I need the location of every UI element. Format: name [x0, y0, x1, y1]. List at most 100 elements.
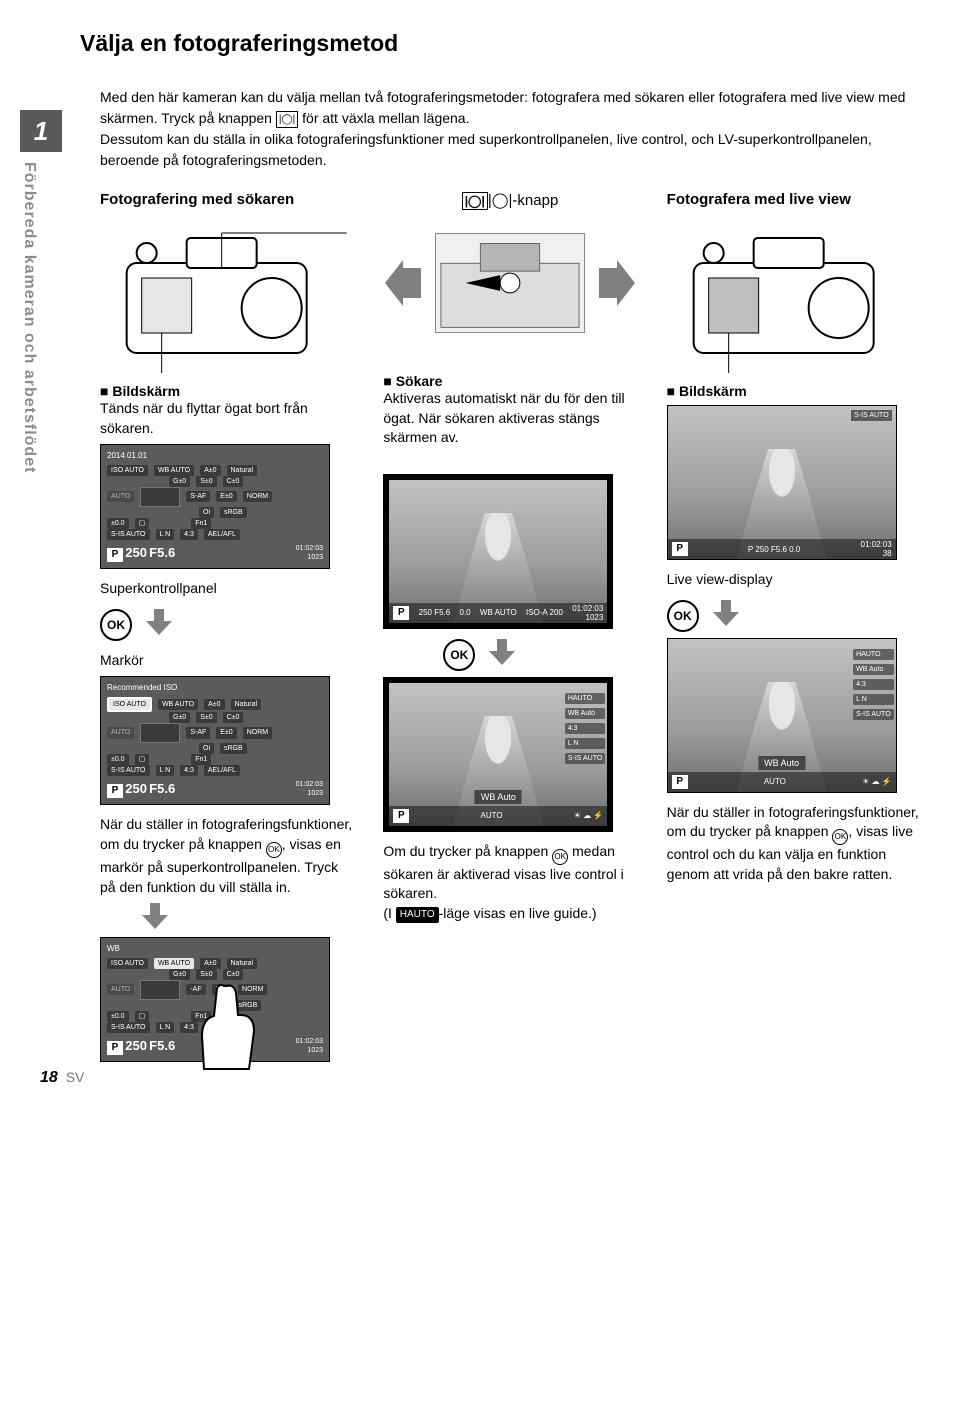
- ok-arrow-row-right: OK: [667, 594, 920, 632]
- liveview-sis-badge: S-IS AUTO: [851, 410, 892, 421]
- viewfinder-image: P 250 F5.6 0.0 WB AUTO ISO-A 200 01:02:0…: [383, 474, 613, 629]
- camera-illustration-left: [100, 223, 353, 373]
- lcd-c0: C±0: [223, 476, 244, 487]
- sub-heading-mid: Sökare: [383, 373, 442, 389]
- ok-inline-icon: OK: [266, 842, 282, 858]
- lv-icon: |◯|: [462, 192, 488, 210]
- page-title: Välja en fotograferingsmetod: [80, 30, 920, 57]
- sub-sokare: Sökare Aktiveras automatiskt när du för …: [383, 373, 636, 448]
- lcd-mode-p: P: [107, 548, 123, 562]
- intro-paragraph: Med den här kameran kan du välja mellan …: [100, 87, 920, 171]
- lcd-fn1: Fn1: [191, 518, 211, 529]
- lcd2-iso-cursor: ISO AUTO: [107, 697, 152, 712]
- lcd-histogram: [140, 487, 180, 507]
- column-center: |◯||◯|-knapp Sökare Aktivera: [383, 191, 636, 1062]
- sub-bildskarm-left: Bildskärm Tänds när du flyttar ögat bort…: [100, 383, 353, 438]
- lcd-iso: ISO AUTO: [107, 465, 148, 476]
- liveview-info-bar-2: P AUTO ☀ ☁ ⚡: [668, 772, 896, 792]
- ok-button-icon: OK: [100, 609, 132, 641]
- lcd-e00: ±0.0: [107, 518, 129, 529]
- intro-text-a: Med den här kameran kan du välja mellan …: [100, 89, 905, 126]
- arrow-down-icon: [144, 607, 174, 637]
- lcd-norm: NORM: [243, 491, 272, 502]
- page-number: 18: [40, 1069, 58, 1086]
- label-superkontrollpanel: Superkontrollpanel: [100, 579, 353, 599]
- caption-right: När du ställer in fotograferingsfunktion…: [667, 803, 920, 885]
- lcd-natural: Natural: [227, 465, 258, 476]
- lcd3-wb: WB: [107, 944, 323, 954]
- sub-heading-right: Bildskärm: [667, 383, 747, 399]
- arrow-right-icon: [597, 258, 637, 308]
- lcd-aperture: F5.6: [149, 545, 175, 560]
- intro-text-b: för att växla mellan lägena.: [302, 110, 469, 126]
- column-viewfinder: Fotografering med sökaren Bildskärm Tänd…: [100, 191, 353, 1062]
- column-liveview: Fotografera med live view Bildskärm S-IS…: [667, 191, 920, 1062]
- lcd-saf: S-AF: [186, 491, 210, 502]
- ok-inline-icon: OK: [552, 849, 568, 865]
- camera-illustration-right: [667, 223, 920, 373]
- liveview-wb-label: WB Auto: [758, 756, 805, 770]
- liveview-side-icons: HAUTO WB Auto 4:3 L N S-IS AUTO: [853, 649, 894, 720]
- lcd-rec-time: 01:02:03: [296, 544, 323, 553]
- ok-button-icon: OK: [667, 600, 699, 632]
- lcd-ln: L N: [156, 529, 175, 540]
- heading-liveview: Fotografera med live view: [667, 191, 920, 213]
- chapter-number: 1: [20, 110, 62, 152]
- ok-arrow-row-1: OK: [100, 603, 353, 641]
- lcd-date: 2014.01.01: [107, 451, 323, 461]
- liveview-livecontrol: HAUTO WB Auto 4:3 L N S-IS AUTO WB Auto …: [667, 638, 897, 793]
- camera-top-button-illustration: [435, 233, 585, 333]
- heading-viewfinder: Fotografering med sökaren: [100, 191, 353, 213]
- caption-mid: Om du trycker på knappen OK medan sökare…: [383, 842, 636, 924]
- viewfinder-wb-label: WB Auto: [475, 790, 522, 804]
- lv-button-icon: |◯|: [276, 111, 298, 128]
- lcd-oi: Oi: [199, 507, 214, 518]
- lcd-s0: S±0: [196, 476, 216, 487]
- ok-arrow-row-mid: OK: [443, 633, 636, 671]
- lcd-g0: G±0: [169, 476, 190, 487]
- lcd-shutter: 250: [125, 545, 147, 560]
- label-markor: Markör: [100, 651, 353, 671]
- caption-left: När du ställer in fotograferingsfunktion…: [100, 815, 353, 897]
- lcd-ratio: 4:3: [180, 529, 198, 540]
- arrow-down-icon: [140, 901, 170, 931]
- viewfinder-side-icons: HAUTO WB Auto 4:3 L N S-IS AUTO: [565, 693, 606, 764]
- super-control-panel-3-touch: WB ISO AUTO WB AUTO A±0 Natural G±0 S±0 …: [100, 937, 330, 1062]
- heading-lv-button: |◯||◯|-knapp: [383, 191, 636, 213]
- lcd-srgb: sRGB: [220, 507, 247, 518]
- lcd-ael: AEL/AFL: [204, 529, 240, 540]
- page-lang: SV: [66, 1069, 85, 1085]
- viewfinder-livecontrol: HAUTO WB Auto 4:3 L N S-IS AUTO WB Auto …: [383, 677, 613, 832]
- chapter-tab: 1 Förbereda kameran och arbetsflödet: [20, 110, 70, 473]
- hauto-badge: HAUTO: [396, 907, 439, 923]
- label-lvdisplay: Live view-display: [667, 570, 920, 590]
- ok-button-icon: OK: [443, 639, 475, 671]
- lcd-wb: WB AUTO: [154, 465, 194, 476]
- lcd-sis: S-IS AUTO: [107, 529, 150, 540]
- viewfinder-info-bar: P 250 F5.6 0.0 WB AUTO ISO-A 200 01:02:0…: [389, 603, 607, 623]
- lv-button-label: |◯|-knapp: [488, 192, 558, 209]
- sub-heading-left: Bildskärm: [100, 383, 180, 399]
- viewfinder-info-bar-2: P AUTO ☀ ☁ ⚡: [389, 806, 607, 826]
- lcd-e0: E±0: [216, 491, 236, 502]
- arrow-left-icon: [383, 258, 423, 308]
- liveview-display: S-IS AUTO P P 250 F5.6 0.0 01:02:03 38: [667, 405, 897, 560]
- sub-bildskarm-right: Bildskärm: [667, 383, 920, 399]
- lcd-a0: A±0: [200, 465, 220, 476]
- arrow-down-icon: [487, 637, 517, 667]
- super-control-panel-1: 2014.01.01 ISO AUTO WB AUTO A±0 Natural …: [100, 444, 330, 569]
- arrow-down-icon: [711, 598, 741, 628]
- intro-text-2: Dessutom kan du ställa in olika fotograf…: [100, 131, 872, 168]
- super-control-panel-2: Recommended ISO ISO AUTO WB AUTO A±0 Nat…: [100, 676, 330, 805]
- arrow-down-row-2: [140, 901, 353, 931]
- liveview-info-bar: P P 250 F5.6 0.0 01:02:03 38: [668, 539, 896, 559]
- lcd-shots: 1023: [296, 553, 323, 562]
- sub-body-mid: Aktiveras automatiskt när du för den til…: [383, 390, 624, 445]
- page-footer: 18 SV: [40, 1069, 84, 1087]
- center-arrow-block: [383, 233, 636, 333]
- ok-inline-icon: OK: [832, 829, 848, 845]
- chapter-label: Förbereda kameran och arbetsflödet: [20, 162, 38, 473]
- lcd2-reciso: Recommended ISO: [107, 683, 323, 693]
- touch-finger-illustration: [194, 981, 264, 1071]
- sub-body-left: Tänds när du flyttar ögat bort från söka…: [100, 400, 308, 436]
